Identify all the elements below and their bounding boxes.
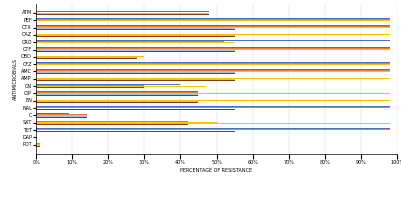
Bar [36, 79, 235, 80]
Bar [36, 113, 69, 114]
Bar [36, 12, 209, 13]
Bar [36, 87, 144, 88]
Bar [36, 48, 390, 49]
Bar [36, 35, 235, 36]
Bar [36, 144, 40, 145]
Bar [36, 29, 235, 30]
Bar [36, 58, 137, 59]
Bar [36, 20, 390, 21]
Bar [36, 80, 235, 81]
Bar [36, 62, 390, 63]
Bar [36, 26, 390, 27]
Bar [36, 71, 390, 72]
Bar [36, 131, 235, 132]
Bar [36, 129, 390, 130]
Bar [36, 18, 390, 19]
Bar [36, 106, 390, 107]
Bar [36, 34, 390, 35]
Bar [36, 99, 198, 100]
Bar [36, 43, 235, 44]
Bar [36, 42, 235, 43]
Bar [36, 94, 198, 95]
Bar [36, 95, 198, 96]
Bar [36, 36, 235, 37]
Bar [36, 84, 180, 85]
Bar [36, 51, 235, 52]
Bar [36, 85, 144, 86]
Bar [36, 116, 87, 117]
Bar [36, 69, 390, 70]
Bar [36, 70, 390, 71]
Bar [36, 63, 390, 64]
Bar [36, 92, 198, 93]
Bar [36, 91, 198, 92]
Bar [36, 78, 390, 79]
Bar [36, 55, 54, 56]
Bar [36, 13, 209, 14]
Bar [36, 100, 390, 101]
Bar [36, 49, 390, 50]
Bar [36, 19, 390, 20]
Bar [36, 102, 198, 103]
Bar [36, 64, 390, 65]
Bar [36, 122, 217, 123]
Bar [36, 146, 40, 147]
Bar [36, 128, 390, 129]
Bar [36, 117, 87, 118]
Bar [36, 72, 235, 73]
Bar [36, 107, 390, 108]
Bar [36, 123, 390, 124]
Y-axis label: ANTIMICROBIALS: ANTIMICROBIALS [13, 58, 18, 100]
X-axis label: PERCENTAGE OF RESISTANCE: PERCENTAGE OF RESISTANCE [180, 168, 253, 173]
Bar [36, 143, 40, 144]
Bar [36, 115, 87, 116]
Bar [36, 25, 390, 26]
Bar [36, 101, 198, 102]
Bar [36, 28, 235, 29]
Bar [36, 114, 87, 115]
Bar [36, 108, 390, 109]
Bar [36, 73, 235, 74]
Bar [36, 93, 390, 94]
Bar [36, 40, 390, 41]
Bar [36, 47, 390, 48]
Bar [36, 50, 235, 51]
Bar [36, 124, 188, 125]
Bar [36, 57, 137, 58]
Bar [36, 41, 224, 42]
Bar [36, 14, 209, 15]
Bar [36, 27, 390, 28]
Bar [36, 145, 40, 146]
